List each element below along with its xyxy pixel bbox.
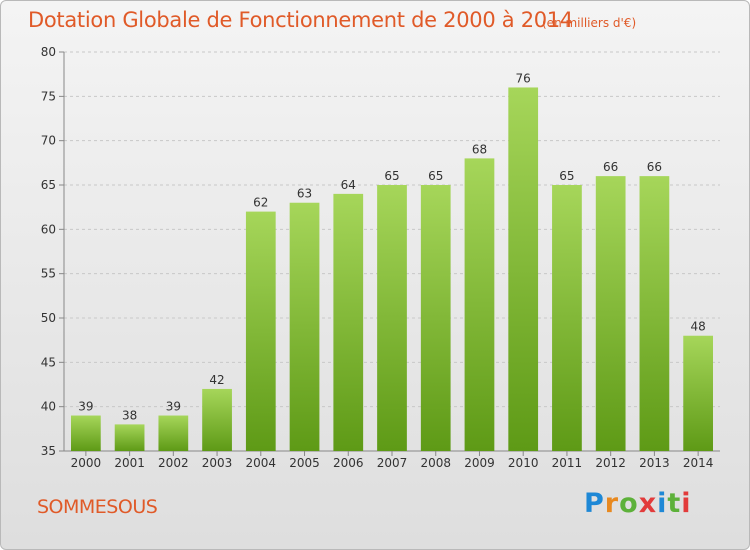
bar-2004 [245, 211, 276, 451]
data-label-2005: 63 [297, 187, 312, 201]
bar-2002 [158, 415, 189, 451]
bar-2005 [289, 202, 320, 451]
x-tick-label: 2000 [71, 456, 102, 470]
y-tick-label: 35 [41, 444, 56, 458]
bar-2000 [70, 415, 101, 451]
data-label-2006: 64 [341, 178, 356, 192]
data-label-2012: 66 [603, 160, 618, 174]
logo-letter: x [638, 488, 658, 519]
y-tick-label: 80 [41, 45, 56, 59]
data-label-2008: 65 [428, 169, 443, 183]
data-label-2001: 38 [122, 408, 137, 422]
data-label-2000: 39 [78, 400, 93, 414]
x-tick-label: 2007 [377, 456, 408, 470]
chart-unit: (en milliers d'€) [542, 16, 637, 30]
logo-letter: i [657, 488, 668, 519]
x-tick-label: 2012 [595, 456, 626, 470]
y-tick-label: 55 [41, 267, 56, 281]
place-name: SOMMESOUS [37, 496, 158, 518]
x-tick-label: 2002 [158, 456, 189, 470]
y-axis-ticks: 35 40 45 50 55 60 65 70 75 80 [41, 45, 64, 458]
logo-letter: r [604, 488, 620, 519]
x-tick-label: 2008 [420, 456, 451, 470]
x-tick-label: 2010 [508, 456, 539, 470]
y-tick-label: 75 [41, 89, 56, 103]
bar-2008 [420, 185, 451, 451]
data-label-2007: 65 [384, 169, 399, 183]
bar-2001 [114, 424, 145, 451]
data-label-2010: 76 [516, 71, 531, 85]
data-label-2003: 42 [209, 373, 224, 387]
bar-2010 [508, 87, 539, 451]
y-tick-label: 70 [41, 134, 56, 148]
data-label-2013: 66 [647, 160, 662, 174]
bar-2011 [552, 185, 582, 451]
y-tick-label: 50 [41, 311, 56, 325]
proxiti-logo[interactable]: Proxiti [584, 488, 692, 519]
data-label-2011: 65 [559, 169, 574, 183]
bar-2006 [333, 193, 364, 451]
bar-chart: 39 38 39 42 62 63 64 65 65 68 76 65 66 66 48 35 40 45 50 5… [41, 45, 720, 470]
logo-letter: o [619, 488, 639, 519]
data-label-2004: 62 [253, 196, 268, 210]
x-tick-label: 2001 [114, 456, 145, 470]
x-tick-label: 2011 [552, 456, 583, 470]
data-label-2009: 68 [472, 142, 487, 156]
x-tick-label: 2006 [333, 456, 364, 470]
data-label-2002: 39 [166, 400, 181, 414]
bar-2009 [464, 158, 495, 451]
x-tick-label: 2009 [464, 456, 495, 470]
y-tick-label: 45 [41, 355, 56, 369]
bar-2014 [683, 335, 714, 451]
y-tick-label: 40 [41, 400, 56, 414]
data-labels: 39 38 39 42 62 63 64 65 65 68 76 65 66 66 48 [78, 71, 706, 422]
chart-title: Dotation Globale de Fonctionnement de 20… [28, 8, 573, 32]
bars [70, 87, 714, 451]
x-tick-label: 2014 [683, 456, 714, 470]
bar-2003 [202, 388, 232, 451]
bar-2012 [595, 176, 626, 451]
bar-2013 [639, 176, 670, 451]
y-tick-label: 60 [41, 222, 56, 236]
x-tick-label: 2004 [246, 456, 277, 470]
bar-2007 [377, 185, 407, 451]
logo-letter: t [667, 488, 682, 519]
x-tick-label: 2005 [289, 456, 320, 470]
logo-letter: i [681, 488, 692, 519]
logo-letter: P [584, 488, 605, 519]
x-tick-label: 2013 [639, 456, 670, 470]
x-axis-ticks: 2000 2001 2002 2003 2004 2005 2006 2007 2008 2009… [71, 451, 714, 470]
x-tick-label: 2003 [202, 456, 233, 470]
data-label-2014: 48 [690, 320, 705, 334]
y-tick-label: 65 [41, 178, 56, 192]
